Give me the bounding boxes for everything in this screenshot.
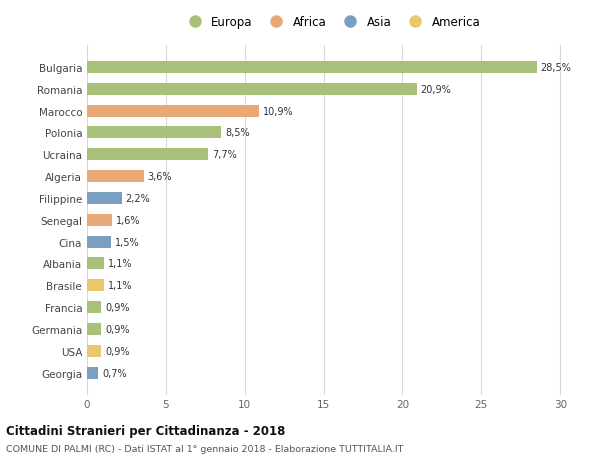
Bar <box>87 62 536 74</box>
Bar <box>87 192 122 205</box>
Bar <box>87 171 144 183</box>
Bar <box>87 367 98 379</box>
Text: 2,2%: 2,2% <box>125 194 151 203</box>
Bar <box>87 258 104 270</box>
Text: 28,5%: 28,5% <box>541 63 571 73</box>
Bar <box>87 149 208 161</box>
Text: 8,5%: 8,5% <box>225 128 250 138</box>
Text: 1,5%: 1,5% <box>115 237 139 247</box>
Legend: Europa, Africa, Asia, America: Europa, Africa, Asia, America <box>181 13 482 31</box>
Text: COMUNE DI PALMI (RC) - Dati ISTAT al 1° gennaio 2018 - Elaborazione TUTTITALIA.I: COMUNE DI PALMI (RC) - Dati ISTAT al 1° … <box>6 444 403 453</box>
Bar <box>87 323 101 335</box>
Text: 1,1%: 1,1% <box>108 281 133 291</box>
Bar <box>87 280 104 292</box>
Text: 0,9%: 0,9% <box>105 302 130 313</box>
Bar <box>87 345 101 357</box>
Bar <box>87 106 259 118</box>
Bar <box>87 302 101 313</box>
Text: 0,7%: 0,7% <box>102 368 127 378</box>
Text: Cittadini Stranieri per Cittadinanza - 2018: Cittadini Stranieri per Cittadinanza - 2… <box>6 424 286 437</box>
Text: 3,6%: 3,6% <box>148 172 172 182</box>
Text: 0,9%: 0,9% <box>105 346 130 356</box>
Text: 20,9%: 20,9% <box>421 84 451 95</box>
Text: 7,7%: 7,7% <box>212 150 237 160</box>
Bar <box>87 84 416 95</box>
Text: 1,6%: 1,6% <box>116 215 140 225</box>
Bar <box>87 127 221 139</box>
Text: 1,1%: 1,1% <box>108 259 133 269</box>
Text: 10,9%: 10,9% <box>263 106 293 116</box>
Bar <box>87 236 110 248</box>
Text: 0,9%: 0,9% <box>105 325 130 334</box>
Bar <box>87 214 112 226</box>
